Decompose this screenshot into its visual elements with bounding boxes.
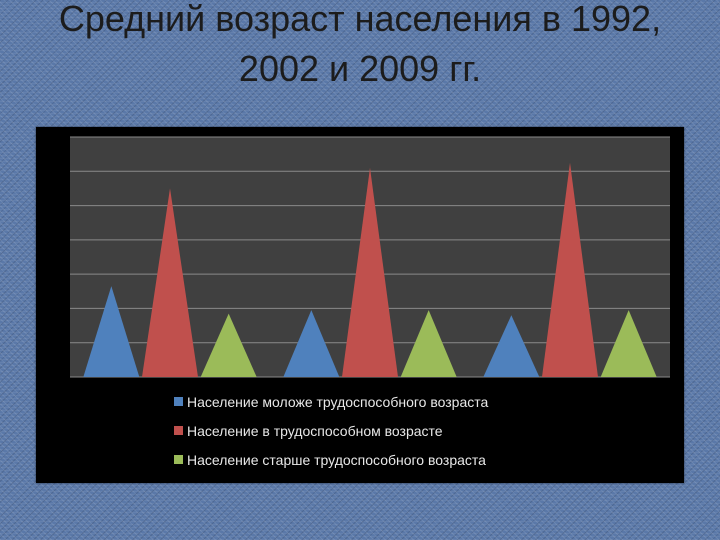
bar-triangle xyxy=(483,315,540,377)
slide-title: Средний возраст населения в 1992, 2002 и… xyxy=(0,0,720,94)
bar-triangle xyxy=(600,310,657,377)
chart-plot xyxy=(70,136,670,378)
chart-container: Население моложе трудоспособного возраст… xyxy=(36,127,684,483)
bar-triangle xyxy=(142,188,198,377)
legend-item: Население в трудоспособном возрасте xyxy=(174,416,488,445)
bar-triangle xyxy=(400,310,457,377)
bar-triangle xyxy=(283,310,340,377)
legend-label-old: Население старше трудоспособного возраст… xyxy=(187,451,486,468)
legend-label-working: Население в трудоспособном возрасте xyxy=(187,422,443,439)
legend-swatch-old xyxy=(174,455,183,464)
bar-triangle xyxy=(83,286,140,377)
bar-triangle xyxy=(200,313,257,377)
bars xyxy=(83,162,657,377)
legend-swatch-working xyxy=(174,426,183,435)
slide-title-line-2: 2002 и 2009 гг. xyxy=(238,48,482,89)
legend-item: Население старше трудоспособного возраст… xyxy=(174,445,488,474)
bar-triangle xyxy=(342,167,398,377)
slide-title-line-1: Средний возраст населения в 1992, xyxy=(58,0,662,39)
legend-label-young: Население моложе трудоспособного возраст… xyxy=(187,393,489,410)
legend: Население моложе трудоспособного возраст… xyxy=(174,387,488,474)
legend-item: Население моложе трудоспособного возраст… xyxy=(174,387,488,416)
legend-swatch-young xyxy=(174,397,183,406)
bar-triangle xyxy=(542,162,598,377)
